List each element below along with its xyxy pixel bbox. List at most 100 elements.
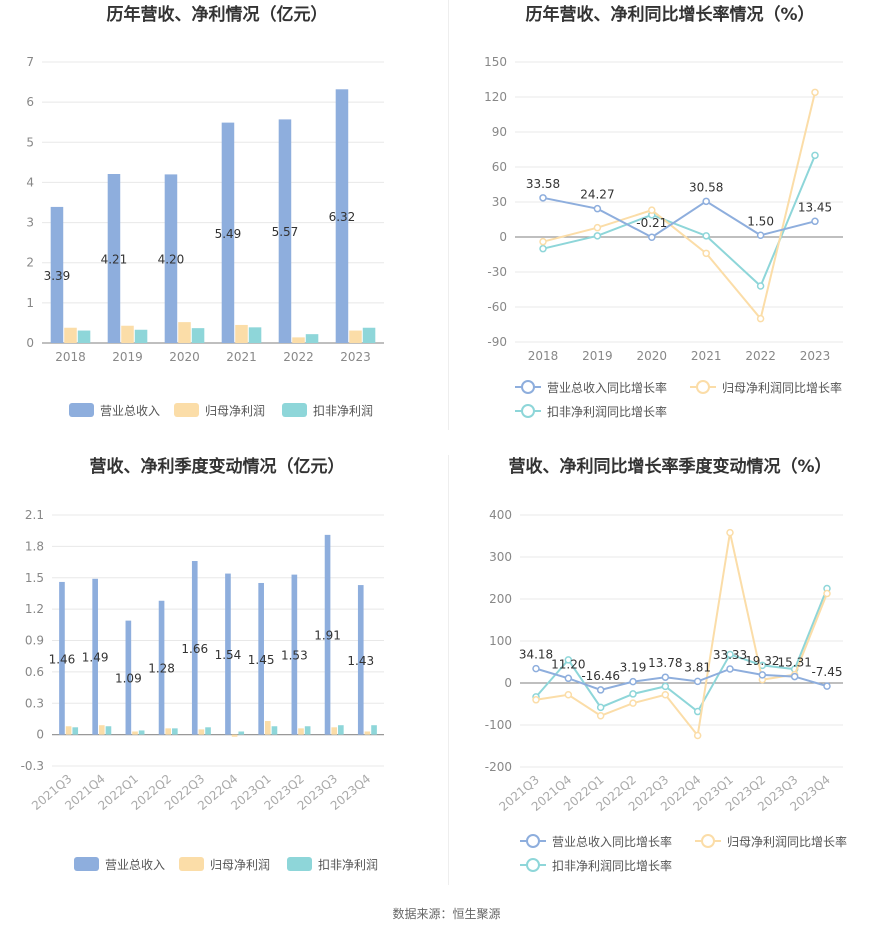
bar-deducted-profit [304, 726, 311, 735]
bar-net-profit [165, 728, 172, 735]
series-point [702, 197, 710, 206]
series-point [539, 194, 547, 202]
legend-label: 归母净利润 [210, 858, 270, 872]
data-label: 4.21 [101, 252, 128, 266]
data-label: 1.66 [181, 642, 208, 656]
series-point [661, 673, 670, 681]
series-point [756, 231, 765, 239]
panel-divider-bottom [448, 455, 449, 885]
bar-deducted-profit [248, 327, 262, 343]
y-tick-label: 4 [26, 175, 34, 189]
series-point [593, 204, 602, 213]
series-point [593, 232, 602, 240]
bar-net-profit [132, 731, 138, 735]
panel-divider-top [448, 0, 449, 430]
chart-1: 历年营收、净利情况（亿元） 0 1 2 3 4 5 6 7 2018 2019 2020 2021 202… [26, 4, 384, 418]
x-tick-label: 2018 [55, 350, 86, 364]
series-point [790, 672, 799, 681]
series-point [758, 671, 767, 679]
x-tick-label: 2019 [112, 350, 143, 364]
series-point [811, 88, 819, 97]
x-tick-label: 2020 [637, 349, 668, 363]
bar-deducted-profit [338, 725, 344, 735]
series-point [539, 237, 547, 246]
bar-deducted-profit [77, 330, 91, 343]
series-point [661, 682, 670, 691]
y-tick-label: -90 [487, 335, 507, 349]
y-tick-label: 1.2 [25, 602, 44, 616]
y-tick-label: 0.3 [25, 696, 44, 710]
series-point [693, 677, 702, 686]
data-label: 33.58 [526, 177, 560, 191]
series-point [593, 223, 602, 232]
data-label: 1.28 [148, 662, 175, 676]
legend-label: 归母净利润同比增长率 [727, 834, 847, 849]
bar-deducted-profit [305, 334, 319, 343]
data-label: 5.57 [272, 225, 299, 239]
data-label: 3.39 [44, 269, 71, 283]
series-point [823, 682, 831, 690]
legend-swatch [282, 403, 307, 417]
y-tick-label: 0 [36, 728, 44, 742]
series-point [726, 528, 734, 537]
x-tick-label: 2023 [800, 349, 831, 363]
series-line [542, 92, 816, 321]
series-point [811, 151, 819, 160]
bar-revenue [158, 600, 165, 735]
y-tick-label: 2 [26, 256, 34, 270]
legend-label: 营业总收入 [100, 404, 160, 418]
series-point [693, 707, 702, 716]
legend-marker [521, 404, 535, 418]
y-tick-label: -200 [485, 760, 512, 774]
legend-swatch [287, 857, 312, 871]
series-point [648, 233, 656, 241]
y-tick-label: -60 [487, 300, 507, 314]
bar-deducted-profit [191, 328, 205, 343]
y-tick-label: 0.9 [25, 634, 44, 648]
data-label: 1.49 [82, 651, 109, 665]
bar-revenue [125, 620, 132, 735]
chart-4: 营收、净利同比增长率季度变动情况（%） -200 -100 0 100 200 300 400… [485, 456, 847, 873]
data-label: 1.45 [248, 653, 275, 667]
bar-revenue [107, 173, 121, 343]
chart-title: 历年营收、净利情况（亿元） [107, 4, 328, 25]
legend-label: 扣非净利润同比增长率 [552, 858, 672, 873]
series-point [823, 589, 831, 598]
series-point [629, 699, 637, 707]
bar-net-profit [231, 734, 238, 737]
legend-label: 归母净利润 [205, 404, 265, 418]
bar-deducted-profit [172, 728, 178, 735]
data-label: 1.53 [281, 649, 308, 663]
data-label: 1.91 [314, 629, 341, 643]
y-tick-label: 3 [26, 216, 34, 230]
legend-marker [526, 858, 540, 872]
y-tick-label: -100 [485, 718, 512, 732]
y-tick-label: 400 [489, 508, 512, 522]
series-point [648, 206, 656, 214]
series-point [756, 314, 765, 323]
x-tick-label: 2020 [169, 350, 200, 364]
series-point [532, 696, 540, 704]
legend-label: 营业总收入同比增长率 [552, 834, 672, 849]
series-point [532, 664, 540, 673]
data-label: 13.78 [648, 656, 682, 670]
data-label: 1.46 [49, 652, 76, 666]
series-point [702, 232, 710, 240]
legend-marker [696, 380, 710, 394]
x-tick-label: 2023 [340, 350, 371, 364]
y-tick-label: 120 [484, 90, 507, 104]
bar-revenue [291, 574, 298, 735]
series-point [702, 249, 710, 258]
legend-label: 归母净利润同比增长率 [722, 380, 842, 395]
bar-deducted-profit [134, 329, 148, 343]
bar-revenue [357, 585, 364, 735]
series-point [564, 691, 573, 699]
series-line [535, 588, 828, 714]
bar-net-profit [331, 727, 338, 735]
bar-deducted-profit [205, 727, 211, 735]
y-tick-label: 100 [489, 634, 512, 648]
chart-title: 营收、净利季度变动情况（亿元） [90, 456, 345, 477]
y-tick-label: 90 [492, 125, 507, 139]
y-tick-label: 7 [26, 55, 34, 69]
series-point [811, 217, 819, 226]
